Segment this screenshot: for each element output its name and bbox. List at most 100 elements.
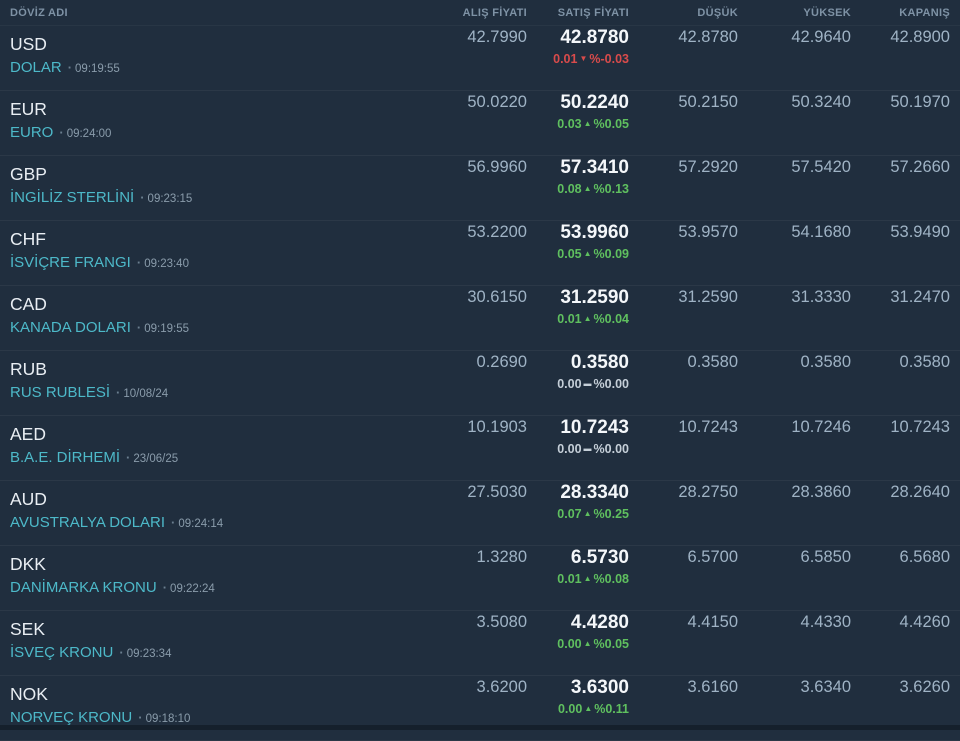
high-price: 4.4330 — [800, 613, 851, 631]
change-line: 0.03 ▲ %0.05 — [527, 116, 629, 132]
currency-info: USD DOLAR · 09:19:55 — [10, 26, 417, 90]
low-price: 42.8780 — [678, 28, 738, 46]
currency-name-line: KANADA DOLARI · 09:19:55 — [10, 317, 417, 340]
change-direction-icon: ▬ — [583, 444, 592, 453]
currency-code: GBP — [10, 164, 47, 184]
table-row-aed[interactable]: AED B.A.E. DİRHEMİ · 23/06/25 10.1903 10.7… — [0, 416, 960, 481]
change-percent: %0.09 — [593, 247, 629, 261]
high-price: 50.3240 — [791, 93, 851, 111]
table-row-usd[interactable]: USD DOLAR · 09:19:55 42.7990 42.8780 0.01 ▼… — [0, 26, 960, 91]
change-percent: %0.05 — [593, 637, 629, 651]
change-direction-icon: ▲ — [584, 704, 593, 713]
dot-separator: · — [138, 710, 143, 725]
high-price: 10.7246 — [791, 418, 851, 436]
change-line: 0.07 ▲ %0.25 — [527, 506, 629, 522]
dot-separator: · — [171, 515, 176, 530]
change-line: 0.00 ▬ %0.00 — [527, 441, 629, 457]
currency-name: B.A.E. DİRHEMİ — [10, 449, 121, 466]
table-row-rub[interactable]: RUB RUS RUBLESİ · 10/08/24 0.2690 0.3580 0… — [0, 351, 960, 416]
update-time: 23/06/25 — [133, 453, 179, 465]
buy-price: 10.1903 — [467, 418, 527, 436]
sell-price: 50.2240 — [560, 92, 629, 113]
table-row-cad[interactable]: CAD KANADA DOLARI · 09:19:55 30.6150 31.25… — [0, 286, 960, 351]
table-row-eur[interactable]: EUR EURO · 09:24:00 50.0220 50.2240 0.03 ▲%… — [0, 91, 960, 156]
close-price: 50.1970 — [890, 93, 950, 111]
currency-code: NOK — [10, 684, 48, 704]
table-row-dkk[interactable]: DKK DANİMARKA KRONU · 09:22:24 1.3280 6.57… — [0, 546, 960, 611]
high-price: 3.6340 — [800, 678, 851, 696]
currency-name: İSVİÇRE FRANGI — [10, 254, 131, 271]
close-price: 6.5680 — [899, 548, 950, 566]
currency-name-line: DANİMARKA KRONU · 09:22:24 — [10, 577, 417, 600]
table-row-aud[interactable]: AUD AVUSTRALYA DOLARI · 09:24:14 27.5030 2… — [0, 481, 960, 546]
currency-name-line: İSVEÇ KRONU · 09:23:34 — [10, 642, 417, 665]
update-time: 09:23:34 — [126, 648, 172, 660]
close-price: 42.8900 — [890, 28, 950, 46]
change-percent: %0.00 — [593, 377, 629, 391]
currency-name-line: EURO · 09:24:00 — [10, 122, 417, 145]
change-amount: 0.05 — [557, 247, 582, 261]
sell-price-cell: 3.6300 0.00 ▲ %0.11 — [527, 676, 629, 740]
low-price: 4.4150 — [687, 613, 738, 631]
low-price: 50.2150 — [678, 93, 738, 111]
change-percent: %0.05 — [593, 117, 629, 131]
column-header-low: DÜŞÜK — [697, 6, 738, 19]
buy-price: 3.5080 — [476, 613, 527, 631]
currency-name-line: AVUSTRALYA DOLARI · 09:24:14 — [10, 512, 417, 535]
high-price: 31.3330 — [791, 288, 851, 306]
table-row-gbp[interactable]: GBP İNGİLİZ STERLİNİ · 09:23:15 56.9960 57… — [0, 156, 960, 221]
low-price: 31.2590 — [678, 288, 738, 306]
change-percent: %0.11 — [594, 702, 629, 716]
update-time: 09:19:55 — [144, 323, 189, 335]
high-price: 28.3860 — [791, 483, 851, 501]
change-direction-icon: ▲ — [583, 574, 592, 583]
buy-price: 42.7990 — [467, 28, 527, 46]
column-header-close: KAPANIŞ — [899, 6, 950, 19]
high-price: 42.9640 — [791, 28, 851, 46]
currency-name: İNGİLİZ STERLİNİ — [10, 189, 135, 206]
currency-name: KANADA DOLARI — [10, 319, 131, 336]
change-amount: 0.00 — [557, 377, 582, 391]
currency-info: CAD KANADA DOLARI · 09:19:55 — [10, 286, 417, 350]
change-percent: %0.13 — [593, 182, 629, 196]
sell-price-cell: 6.5730 0.01 ▲ %0.08 — [527, 546, 629, 610]
currency-code: DKK — [10, 554, 46, 574]
low-price: 6.5700 — [687, 548, 738, 566]
buy-price: 0.2690 — [476, 353, 527, 371]
currency-name-line: DOLAR · 09:19:55 — [10, 57, 417, 80]
buy-price: 3.6200 — [476, 678, 527, 696]
table-row-chf[interactable]: CHF İSVİÇRE FRANGI · 09:23:40 53.2200 53.9… — [0, 221, 960, 286]
currency-code: RUB — [10, 359, 47, 379]
change-amount: 0.00 — [557, 702, 583, 716]
sell-price-cell: 42.8780 0.01 ▼ %-0.03 — [527, 26, 629, 90]
table-row-sek[interactable]: SEK İSVEÇ KRONU · 09:23:34 3.5080 4.4280 0… — [0, 611, 960, 676]
currency-info: DKK DANİMARKA KRONU · 09:22:24 — [10, 546, 417, 610]
change-amount: 0.00 — [557, 442, 582, 456]
sell-price: 57.3410 — [560, 157, 629, 178]
currency-name-line: B.A.E. DİRHEMİ · 23/06/25 — [10, 447, 417, 470]
currency-info: RUB RUS RUBLESİ · 10/08/24 — [10, 351, 417, 415]
update-time: 09:24:14 — [178, 518, 224, 530]
change-percent: %0.08 — [593, 572, 629, 586]
currency-info: AED B.A.E. DİRHEMİ · 23/06/25 — [10, 416, 417, 480]
change-direction-icon: ▲ — [583, 184, 592, 193]
change-direction-icon: ▲ — [583, 314, 592, 323]
close-price: 57.2660 — [890, 158, 950, 176]
sell-price: 53.9960 — [560, 222, 629, 243]
bottom-divider — [0, 725, 960, 730]
sell-price-cell: 28.3340 0.07 ▲ %0.25 — [527, 481, 629, 545]
change-line: 0.01 ▲ %0.08 — [527, 571, 629, 587]
close-price: 10.7243 — [890, 418, 950, 436]
close-price: 0.3580 — [899, 353, 950, 371]
change-amount: 0.00 — [557, 637, 582, 651]
currency-code: AED — [10, 424, 46, 444]
table-row-nok[interactable]: NOK NORVEÇ KRONU · 09:18:10 3.6200 3.6300 … — [0, 676, 960, 741]
currency-info: NOK NORVEÇ KRONU · 09:18:10 — [10, 676, 417, 740]
update-time: 09:22:24 — [170, 583, 215, 595]
update-time: 10/08/24 — [123, 388, 169, 400]
currency-name: DOLAR — [10, 59, 62, 76]
sell-price-cell: 4.4280 0.00 ▲ %0.05 — [527, 611, 629, 675]
currency-info: SEK İSVEÇ KRONU · 09:23:34 — [10, 611, 417, 675]
currency-name: EURO — [10, 124, 54, 141]
sell-price: 28.3340 — [560, 482, 629, 503]
